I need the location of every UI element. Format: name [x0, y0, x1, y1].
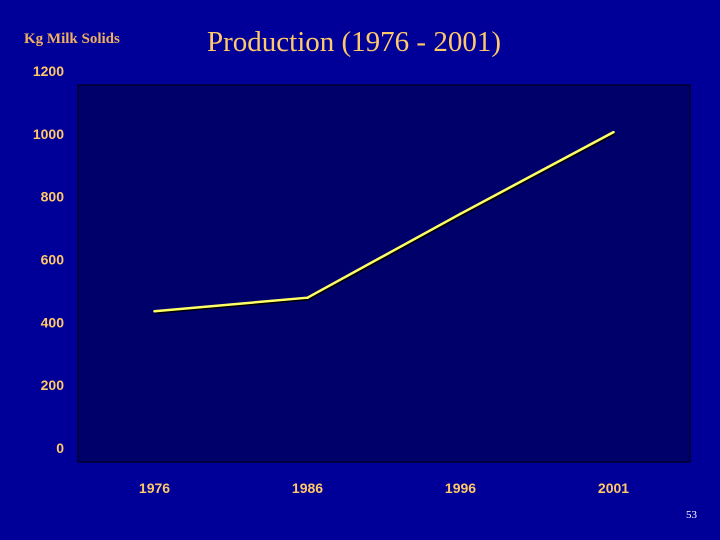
y-tick-label: 1200: [33, 63, 64, 79]
y-axis-label: Kg Milk Solids: [24, 31, 120, 47]
y-tick-label: 1000: [33, 126, 64, 142]
series-line: [154, 131, 615, 313]
y-tick-label: 400: [41, 314, 65, 330]
y-tick-label: 0: [56, 440, 64, 456]
slide-number: 53: [686, 509, 697, 521]
y-tick-label: 200: [41, 377, 65, 393]
x-tick-label: 1996: [445, 480, 476, 496]
x-tick-label: 1986: [292, 480, 323, 496]
data-point: [153, 309, 156, 313]
data-point: [306, 296, 309, 299]
series-group: [153, 130, 616, 314]
series-line-shadow: [155, 132, 616, 314]
data-point: [612, 130, 615, 134]
x-tick-labels: 1976 1986 1996 2001: [139, 480, 629, 496]
x-tick-label: 1976: [139, 480, 170, 496]
y-tick-label: 600: [41, 252, 65, 268]
y-tick-labels: 0 200 400 600 800 1000 1200: [33, 63, 64, 456]
x-tick-label: 2001: [598, 480, 629, 496]
data-point: [459, 212, 462, 216]
chart-title: Production (1976 - 2001): [207, 26, 501, 58]
y-tick-label: 800: [41, 189, 65, 205]
